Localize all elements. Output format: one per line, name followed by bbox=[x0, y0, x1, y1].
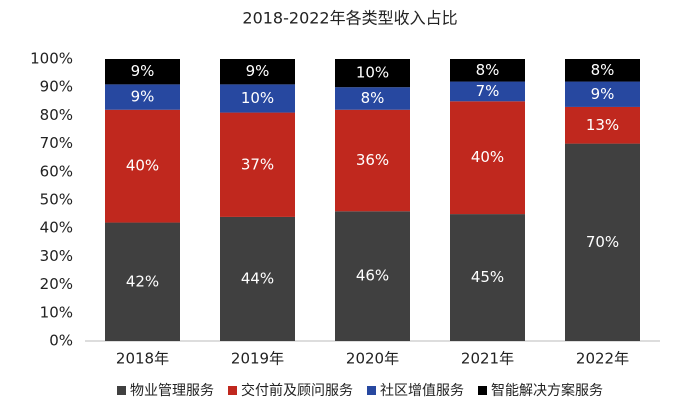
value-label: 70% bbox=[586, 233, 619, 251]
value-label: 45% bbox=[471, 268, 504, 286]
legend-label: 智能解决方案服务 bbox=[491, 382, 603, 399]
y-tick-label: 80% bbox=[40, 106, 73, 124]
y-tick-label: 0% bbox=[49, 332, 73, 350]
bar-segment bbox=[450, 59, 525, 82]
bar-segment bbox=[220, 216, 295, 341]
bar-segment bbox=[105, 84, 180, 110]
legend-marker bbox=[228, 386, 237, 395]
bar-segment bbox=[220, 84, 295, 113]
value-label: 9% bbox=[131, 88, 155, 106]
bar-segment bbox=[335, 87, 410, 110]
value-label: 8% bbox=[361, 89, 385, 107]
legend-label: 社区增值服务 bbox=[380, 383, 464, 399]
value-label: 42% bbox=[126, 272, 159, 290]
value-label: 44% bbox=[241, 269, 274, 287]
x-tick-label: 2019年 bbox=[231, 350, 284, 368]
y-tick-label: 60% bbox=[40, 162, 73, 180]
x-tick-label: 2021年 bbox=[461, 350, 514, 368]
value-label: 7% bbox=[476, 82, 500, 100]
value-label: 8% bbox=[591, 61, 615, 79]
bar-segment bbox=[565, 106, 640, 144]
value-label: 10% bbox=[356, 64, 389, 82]
value-label: 36% bbox=[356, 151, 389, 169]
bar-segment bbox=[335, 59, 410, 88]
bar-segment bbox=[565, 143, 640, 341]
value-label: 10% bbox=[241, 89, 274, 107]
y-tick-label: 30% bbox=[40, 247, 73, 265]
bar-segment bbox=[335, 109, 410, 212]
bar-segment bbox=[105, 222, 180, 341]
value-label: 8% bbox=[476, 61, 500, 79]
value-label: 40% bbox=[471, 148, 504, 166]
x-tick-label: 2018年 bbox=[116, 350, 169, 368]
y-tick-label: 50% bbox=[40, 191, 73, 209]
bar-segment bbox=[105, 109, 180, 223]
bar-segment bbox=[565, 81, 640, 107]
y-tick-label: 100% bbox=[30, 50, 73, 68]
chart-title: 2018-2022年各类型收入占比 bbox=[242, 9, 457, 28]
y-tick-label: 20% bbox=[40, 275, 73, 293]
legend-label: 物业管理服务 bbox=[130, 383, 214, 399]
bar-segment bbox=[220, 112, 295, 217]
bar-segment bbox=[220, 59, 295, 85]
legend-marker bbox=[117, 386, 126, 395]
x-tick-label: 2022年 bbox=[576, 350, 629, 368]
legend-label: 交付前及顾问服务 bbox=[241, 382, 353, 399]
y-tick-label: 70% bbox=[40, 134, 73, 152]
bar-segment bbox=[450, 101, 525, 215]
x-tick-label: 2020年 bbox=[346, 350, 399, 368]
value-label: 9% bbox=[131, 62, 155, 80]
bar-segment bbox=[450, 214, 525, 341]
bar-segment bbox=[450, 81, 525, 102]
value-label: 9% bbox=[591, 85, 615, 103]
legend-marker bbox=[478, 386, 487, 395]
y-tick-label: 40% bbox=[40, 219, 73, 237]
value-label: 40% bbox=[126, 157, 159, 175]
value-label: 13% bbox=[586, 116, 619, 134]
y-tick-label: 90% bbox=[40, 78, 73, 96]
bar-segment bbox=[565, 59, 640, 82]
value-label: 37% bbox=[241, 155, 274, 173]
legend-marker bbox=[367, 386, 376, 395]
y-tick-label: 10% bbox=[40, 303, 73, 321]
value-label: 9% bbox=[246, 62, 270, 80]
bar-segment bbox=[335, 211, 410, 341]
value-label: 46% bbox=[356, 267, 389, 285]
bar-segment bbox=[105, 59, 180, 85]
